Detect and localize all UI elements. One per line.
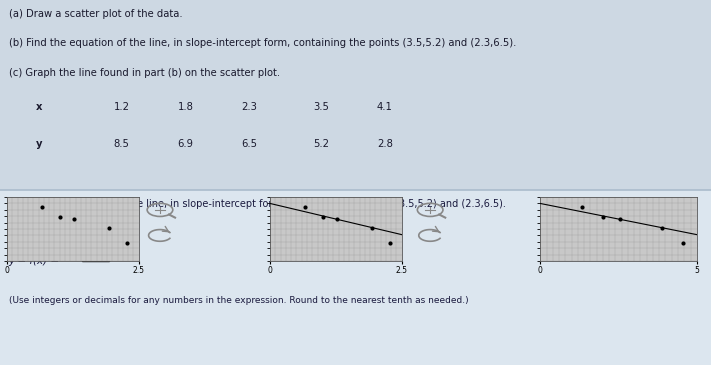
Point [385, 240, 396, 246]
Text: 5.2: 5.2 [313, 139, 329, 149]
Point [332, 216, 343, 222]
Bar [0, 0, 711, 190]
Point [104, 225, 115, 231]
Point [36, 204, 48, 210]
Text: (b) Find the equation of the line, in slope-intercept form, containing the point: (b) Find the equation of the line, in sl… [9, 38, 516, 48]
Text: 2.8: 2.8 [377, 139, 392, 149]
Bar [0, 190, 711, 365]
Point [656, 225, 668, 231]
Point [299, 204, 311, 210]
Text: y = f(x) =: y = f(x) = [9, 255, 60, 265]
Text: 4.1: 4.1 [377, 102, 392, 112]
Point [367, 225, 378, 231]
Point [577, 204, 588, 210]
Point [317, 214, 328, 220]
Text: y: y [36, 139, 42, 149]
Point [597, 214, 609, 220]
Text: 2.3: 2.3 [242, 102, 257, 112]
Text: 3.5: 3.5 [313, 102, 328, 112]
Point [677, 240, 688, 246]
Point [69, 216, 80, 222]
Text: (b) Find the equation of the line, in slope-intercept form, containing the point: (b) Find the equation of the line, in sl… [9, 199, 506, 209]
Text: x: x [36, 102, 42, 112]
Text: 6.5: 6.5 [242, 139, 258, 149]
Text: 1.2: 1.2 [114, 102, 130, 112]
Text: (Use integers or decimals for any numbers in the expression. Round to the neares: (Use integers or decimals for any number… [9, 296, 468, 305]
Point [614, 216, 626, 222]
Point [122, 240, 133, 246]
Text: 8.5: 8.5 [114, 139, 129, 149]
Bar [82, 237, 109, 261]
Text: (a) Draw a scatter plot of the data.: (a) Draw a scatter plot of the data. [9, 9, 182, 19]
Text: 1.8: 1.8 [178, 102, 193, 112]
Point [54, 214, 65, 220]
Text: (c) Graph the line found in part (b) on the scatter plot.: (c) Graph the line found in part (b) on … [9, 68, 279, 77]
Text: 6.9: 6.9 [178, 139, 194, 149]
